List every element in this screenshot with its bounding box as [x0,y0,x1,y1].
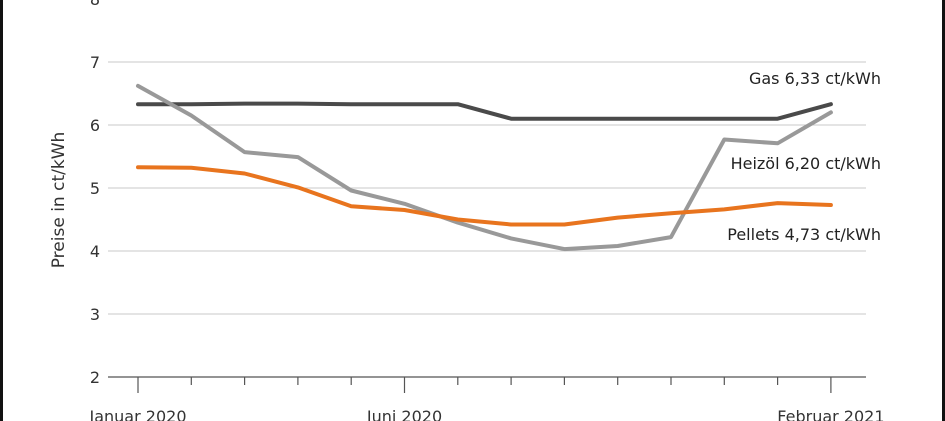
series-line-pellets [136,165,833,227]
frame-right-border [942,0,945,421]
x-tick-label: Januar 2020 [89,407,187,421]
series-line-gas [136,101,833,121]
y-tick-label: 6 [90,116,100,135]
y-tick-label: 5 [90,179,100,198]
series-label-heizöl: Heizöl 6,20 ct/kWh [731,154,881,173]
series-label-gas: Gas 6,33 ct/kWh [749,69,881,88]
series-label-pellets: Pellets 4,73 ct/kWh [727,225,881,244]
x-tick-label: Juni 2020 [366,407,442,421]
y-tick-label: 7 [90,53,100,72]
y-axis-label: Preise in ct/kWh [49,132,69,269]
x-tick-label: Februar 2021 [777,407,884,421]
y-tick-label: 3 [90,305,100,324]
y-tick-label: 4 [90,242,100,261]
series-line-heizöl [136,83,833,252]
y-tick-label: 8 [90,0,100,9]
y-tick-label: 2 [90,368,100,387]
frame-left-border [0,0,3,421]
